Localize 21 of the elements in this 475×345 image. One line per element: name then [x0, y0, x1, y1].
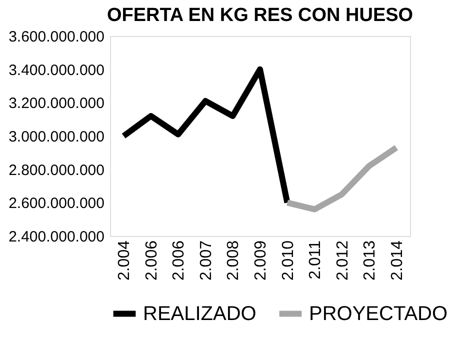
y-tick-label: 2.600.000.000 — [8, 195, 104, 212]
y-tick-label: 3.200.000.000 — [8, 95, 104, 112]
x-tick-label: 2.006 — [170, 240, 188, 281]
legend-label: PROYECTADO — [309, 302, 448, 325]
y-tick-label: 2.800.000.000 — [8, 162, 104, 179]
x-tick-label: 2.012 — [334, 240, 352, 281]
y-tick-label: 3.600.000.000 — [8, 28, 104, 46]
y-tick-label: 2.400.000.000 — [8, 228, 104, 246]
x-tick-label: 2.013 — [362, 240, 379, 281]
x-tick-label: 2.014 — [388, 240, 406, 281]
y-tick-label: 3.000.000.000 — [8, 128, 104, 146]
x-tick-label: 2.010 — [280, 240, 297, 281]
y-tick-label: 3.400.000.000 — [8, 62, 104, 79]
chart-title: OFERTA EN KG RES CON HUESO — [106, 5, 414, 26]
x-tick-label: 2.004 — [116, 240, 134, 281]
x-tick-label: 2.008 — [225, 240, 242, 281]
x-tick-label: 2.007 — [198, 240, 215, 281]
x-tick-label: 2.009 — [252, 240, 270, 281]
legend-label: REALIZADO — [143, 302, 256, 325]
x-tick-label: 2.006 — [143, 240, 160, 281]
x-tick-label: 2.011 — [307, 240, 324, 280]
